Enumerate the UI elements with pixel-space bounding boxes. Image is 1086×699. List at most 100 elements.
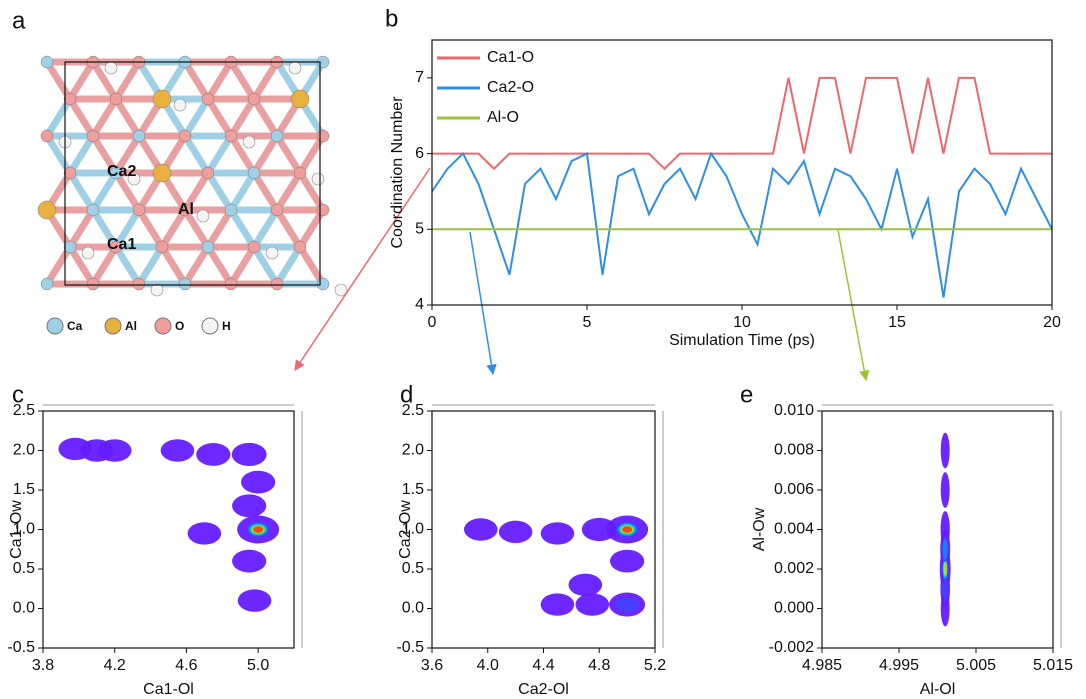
atom [248,241,260,253]
y-tick-label: -0.5 [7,639,35,656]
density-level [943,562,947,576]
atom [248,167,260,179]
y-tick-label: 0.5 [402,560,424,577]
bond [231,173,254,210]
panel-label: a [12,7,26,34]
atom [197,210,209,222]
bond [185,136,208,173]
x-tick-label: 3.6 [421,657,443,674]
density-blob [98,439,132,461]
y-tick-label: 7 [415,69,424,86]
density-blob [232,443,267,466]
bond [185,247,208,284]
y-tick-label: 6 [415,145,424,162]
atom [64,167,76,179]
atom [41,130,53,142]
bond [254,210,277,247]
bond [254,136,277,173]
density-blob [610,550,644,573]
y-tick-label: 0.5 [13,560,35,577]
y-tick-label: 1.5 [13,481,35,498]
density-blob [238,589,272,611]
bond [116,99,139,136]
atom [317,204,329,216]
y-tick-label: 0.0 [402,600,424,617]
legend-label: O [175,319,184,333]
density-blob [241,471,275,494]
y-tick-label: 0.002 [774,560,814,577]
density-blob [464,518,498,540]
atom [317,278,329,290]
site-label: Al [178,201,194,218]
page: {"structure": {"panel": "a", "site_label… [0,0,1086,699]
atom [64,93,76,105]
bond [185,62,208,99]
x-tick-label: 4.4 [532,657,554,674]
atom [87,278,99,290]
legend-swatch [155,318,171,334]
atom [312,173,324,185]
bond [47,247,70,284]
x-axis-title: Ca1-Ol [143,681,194,698]
bond [47,62,70,99]
bond [277,247,300,284]
site-label: Ca2 [107,163,136,180]
y-tick-label: 2.0 [402,442,424,459]
x-tick-label: 15 [888,314,906,331]
y-axis-title: Coordination Number [389,96,406,249]
atom [271,204,283,216]
density-level [616,597,639,612]
atom [225,130,237,142]
bond [231,247,254,284]
series-line [432,154,1052,298]
legend-swatch [47,318,63,334]
bond [208,210,231,247]
x-tick-label: 4.6 [175,657,197,674]
y-tick-label: 0.008 [774,442,814,459]
density-blob [161,439,195,461]
atom [153,164,171,182]
density-blob [575,593,609,615]
bond [70,136,93,173]
site-label: Ca1 [107,236,136,253]
atom [105,62,117,74]
atom [225,204,237,216]
atom [179,130,191,142]
bond [231,210,254,247]
y-tick-label: 2.0 [13,442,35,459]
figure: aCa2AlCa1CaAlOH bCa1-OCa2-OAl-O051015204… [0,0,1086,699]
density-blob [569,574,603,596]
bond [231,62,254,99]
bond [208,173,231,210]
x-axis-title: Al-Ol [920,681,956,698]
y-axis-title: Ca1-Ow [8,500,25,559]
y-tick-label: 0.006 [774,481,814,498]
panel-label: b [385,5,398,32]
atom [291,90,309,108]
x-tick-label: 20 [1043,314,1061,331]
atom [41,278,53,290]
bond [70,210,93,247]
atom [38,201,56,219]
x-tick-label: 4.0 [477,657,499,674]
bond [162,247,185,284]
legend-label: Ca1-O [487,49,534,66]
bond [116,62,139,99]
x-tick-label: 0 [428,314,437,331]
density-level [622,526,632,533]
bond [254,99,277,136]
y-tick-label: 4 [415,296,424,313]
legend-swatch [202,318,218,334]
x-axis-title: Ca2-Ol [518,681,569,698]
atom [202,93,214,105]
bond [277,210,300,247]
x-tick-label: 5.0 [247,657,269,674]
atom [179,278,191,290]
atom [153,90,171,108]
y-axis-title: Al-Ow [751,507,768,551]
x-axis-title: Simulation Time (ps) [669,332,815,349]
x-tick-label: 10 [733,314,751,331]
atom [87,204,99,216]
bond [47,99,70,136]
